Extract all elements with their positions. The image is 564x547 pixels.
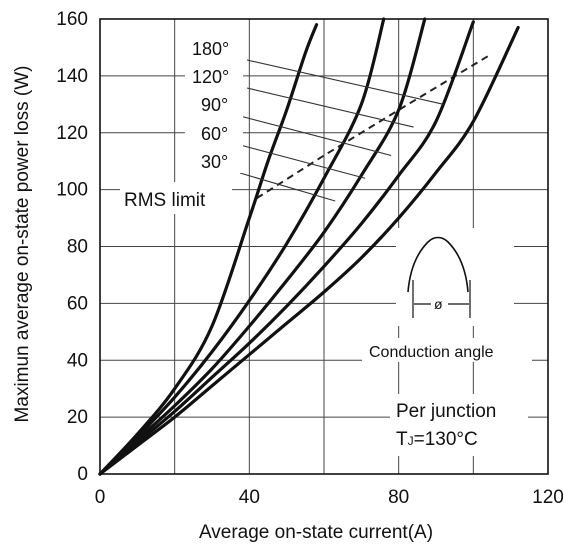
per-junction-text: Per junction: [396, 401, 496, 422]
phi-symbol: ø: [434, 296, 443, 312]
y-tick-label: 140: [56, 66, 88, 87]
curve-labels: 180° 120° 90° 60° 30°: [185, 35, 243, 173]
x-tick-label: 120: [532, 487, 564, 508]
leader-line-30: [239, 172, 336, 202]
y-tick-label: 100: [56, 180, 88, 201]
x-tick-label: 0: [95, 487, 106, 508]
y-tick-label: 160: [56, 9, 88, 30]
leader-line-120: [246, 87, 414, 128]
leader-line-60: [239, 144, 366, 179]
leader-line-90: [239, 115, 392, 157]
rms-limit-line: [256, 55, 489, 200]
y-tick-label: 0: [77, 464, 88, 485]
curve-label-30: 30°: [201, 152, 228, 172]
y-tick-label: 120: [56, 123, 88, 144]
x-axis-title: Average on-state current(A): [199, 522, 433, 543]
y-tick-label: 60: [67, 293, 88, 314]
plot-frame: [99, 18, 549, 475]
y-tick-label: 80: [67, 237, 88, 258]
leader-line-180: [246, 59, 444, 105]
per-junction-annotation: Per junction TJ=130°C: [390, 394, 528, 456]
curve-60-deg: [98, 20, 475, 476]
curve-label-180: 180°: [192, 39, 229, 59]
curve-label-90: 90°: [201, 95, 228, 115]
conduction-angle-caption: Conduction angle: [369, 344, 494, 361]
curve-90-deg: [98, 17, 427, 476]
tick-labels: 0 20 40 60 80 100 120 140 160 0 40 80 120: [56, 9, 564, 508]
y-tick-label: 40: [67, 350, 88, 371]
label-leader-lines: [239, 59, 444, 202]
curve-label-60: 60°: [201, 124, 228, 144]
series-curves: [98, 17, 520, 476]
y-axis-title: Maximun average on-state power loss (W): [12, 66, 33, 423]
tj-text: TJ=130°C: [396, 429, 478, 450]
half-sine-waveform: [407, 236, 469, 293]
y-tick-label: 20: [67, 407, 88, 428]
conduction-angle-inset: ø Conduction angle: [362, 228, 532, 362]
curve-30-deg: [98, 25, 520, 476]
curve-120-deg: [98, 17, 386, 476]
x-tick-label: 40: [239, 487, 260, 508]
curve-label-120: 120°: [192, 67, 229, 87]
curve-180-deg: [98, 23, 319, 476]
x-tick-label: 80: [388, 487, 409, 508]
rms-limit-label: RMS limit: [124, 190, 206, 211]
plot-border: [99, 18, 549, 475]
rms-limit-dashed-line: [256, 55, 489, 200]
